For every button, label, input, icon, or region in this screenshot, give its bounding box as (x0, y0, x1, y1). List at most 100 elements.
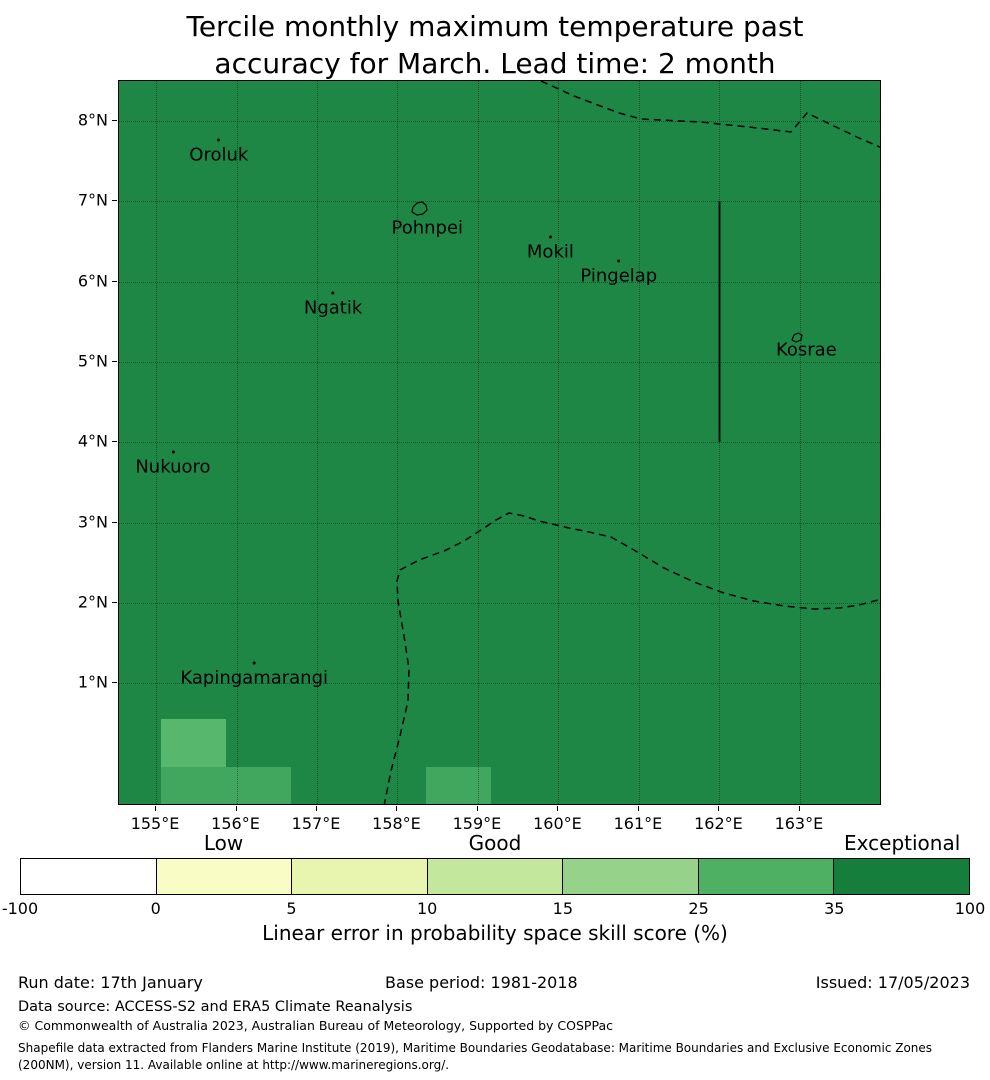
colorbar-segment (155, 859, 292, 894)
x-tick-mark (315, 806, 317, 811)
skill-score-cell (160, 766, 292, 804)
place-label-pingelap: Pingelap (580, 259, 658, 287)
y-tick-label: 3°N (77, 512, 108, 532)
x-tick-mark (476, 806, 478, 811)
atoll-marker (617, 259, 621, 263)
colorbar (20, 858, 970, 895)
base-period: Base period: 1981-2018 (385, 973, 578, 992)
colorbar-segment (21, 859, 156, 894)
place-label-pohnpei: Pohnpei (391, 217, 463, 238)
colorbar-tick-label: 0 (150, 899, 161, 918)
place-name: Ngatik (303, 297, 363, 319)
x-tick-label: 160°E (533, 814, 582, 833)
place-name: Kosrae (775, 339, 837, 361)
gridline-horizontal (119, 442, 880, 444)
y-tick-mark (112, 441, 117, 443)
colorbar-tick-label: 10 (416, 899, 438, 918)
y-tick-mark (112, 361, 117, 362)
x-tick-label: 157°E (291, 814, 341, 833)
gridline-horizontal (119, 362, 880, 363)
x-tick-mark (235, 806, 237, 811)
gridline-vertical (477, 81, 479, 804)
colorbar-category-labels: Low Good Exceptional (20, 831, 970, 857)
atoll-marker (331, 291, 335, 295)
y-tick-mark (112, 200, 117, 202)
x-tick-label: 159°E (452, 814, 502, 833)
y-tick-label: 5°N (77, 351, 108, 371)
y-tick-label: 7°N (77, 190, 108, 210)
colorbar-segment (291, 859, 427, 894)
colorbar-tick-label: 5 (286, 899, 297, 918)
colorbar-caption: Linear error in probability space skill … (262, 921, 728, 945)
gridline-vertical (799, 81, 801, 804)
place-name: Mokil (526, 241, 574, 263)
colorbar-category-label: Low (203, 831, 244, 855)
title-line-1: Tercile monthly maximum temperature past (186, 10, 804, 43)
place-name: Nukuoro (135, 456, 211, 478)
y-tick-label: 4°N (77, 431, 108, 451)
colorbar-segment (697, 859, 834, 894)
gridline-horizontal (119, 683, 880, 685)
data-source: Data source: ACCESS-S2 and ERA5 Climate … (18, 999, 413, 1015)
gridline-vertical (719, 81, 721, 804)
colorbar-segment (833, 859, 970, 894)
gridline-horizontal (119, 522, 880, 524)
gridline-vertical (236, 81, 238, 804)
footer-row: Run date: 17th January Base period: 1981… (0, 973, 990, 993)
atoll-marker (217, 138, 221, 142)
y-tick-mark (112, 120, 117, 122)
gridline-vertical (156, 81, 158, 804)
kosrae-island-outline (791, 332, 803, 343)
x-tick-label: 161°E (613, 814, 663, 833)
y-tick-label: 6°N (77, 271, 108, 291)
colorbar-tick-label: 35 (824, 899, 845, 918)
place-label-mokil: Mokil (526, 235, 574, 263)
x-tick-mark (637, 806, 639, 811)
gridline-horizontal (119, 201, 880, 203)
gridline-vertical (638, 81, 640, 804)
skill-score-cell (425, 766, 491, 804)
x-tick-label: 162°E (694, 814, 743, 833)
issued-date: Issued: 17/05/2023 (815, 973, 970, 992)
x-tick-label: 158°E (372, 814, 421, 833)
colorbar-tick-labels: -100 0 5 10 15 25 35 100 (2, 899, 985, 919)
y-tick-label: 2°N (77, 592, 108, 612)
gridline-vertical (558, 81, 560, 804)
place-name: Pohnpei (391, 217, 464, 239)
y-tick-mark (112, 280, 117, 282)
map-canvas: Oroluk Pohnpei Mokil Pingelap Ngatik Kosrae Nu… (118, 80, 881, 805)
x-tick-label: 156°E (211, 814, 260, 833)
gridline-horizontal (119, 281, 880, 283)
eez-boundary-south (383, 512, 880, 804)
x-tick-label: 155°E (130, 814, 180, 833)
skill-score-cell (160, 719, 227, 767)
atoll-marker (171, 450, 175, 454)
shapefile-line-2: (200NM), version 11. Available online at… (18, 1057, 450, 1072)
y-tick-mark (112, 682, 117, 684)
copyright-notice: © Commonwealth of Australia 2023, Austra… (18, 1018, 613, 1033)
shapefile-attribution: Shapefile data extracted from Flanders M… (18, 1040, 972, 1073)
atoll-marker (548, 235, 552, 239)
place-label-kosrae: Kosrae (776, 339, 837, 360)
colorbar-tick-label: 100 (954, 899, 986, 918)
y-tick-label: 8°N (77, 110, 108, 130)
place-label-kapingamarangi: Kapingamarangi (180, 661, 329, 689)
colorbar-tick-label: -100 (1, 899, 39, 918)
run-date: Run date: 17th January (18, 973, 203, 992)
x-tick-mark (798, 806, 800, 811)
place-label-ngatik: Ngatik (303, 291, 363, 319)
eez-boundary-north (540, 81, 880, 148)
colorbar-segment (426, 859, 563, 894)
place-name: Pingelap (580, 265, 658, 287)
x-tick-mark (155, 806, 157, 811)
gridline-vertical (397, 81, 399, 804)
shapefile-line-1: Shapefile data extracted from Flanders M… (18, 1041, 933, 1055)
gridline-vertical (316, 81, 318, 804)
gridline-horizontal (119, 602, 880, 604)
x-tick-mark (557, 806, 559, 811)
y-tick-mark (112, 601, 117, 603)
pohnpei-island-outline (411, 201, 428, 216)
place-name: Kapingamarangi (180, 667, 329, 689)
place-label-oroluk: Oroluk (189, 138, 248, 165)
